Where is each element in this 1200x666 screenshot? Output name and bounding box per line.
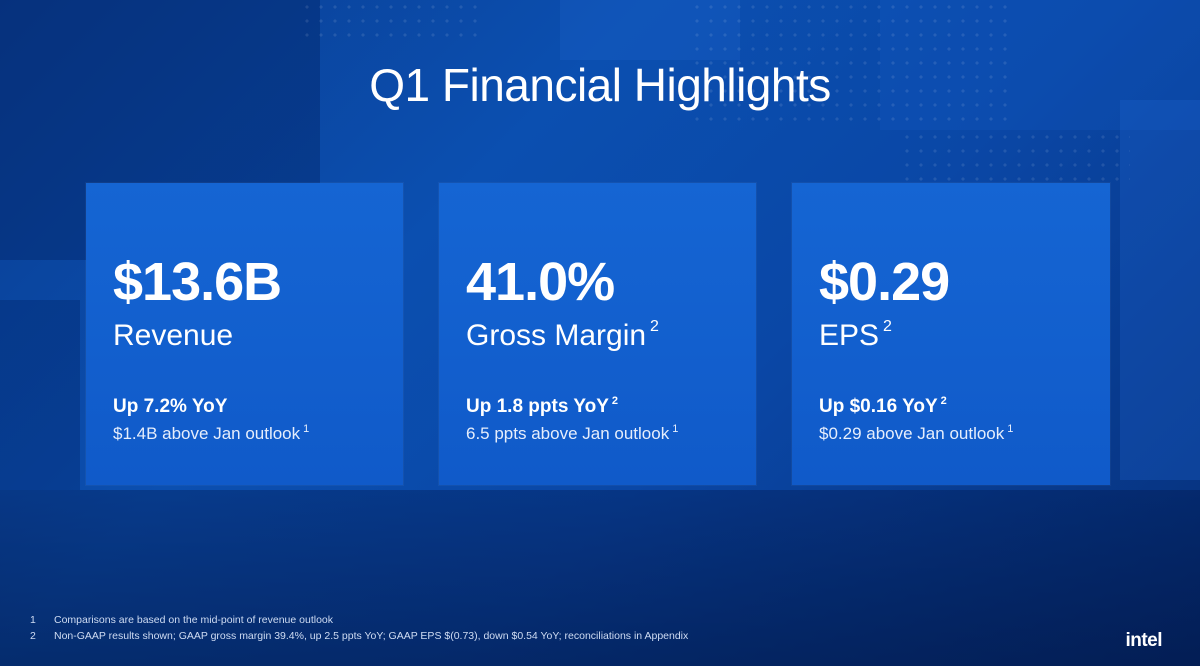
footnote-marker: 2 bbox=[611, 395, 619, 407]
metric-note: 6.5 ppts above Jan outlook 1 bbox=[466, 423, 679, 443]
footnote-number: 2 bbox=[30, 630, 36, 642]
footnote-item: 2 Non-GAAP results shown; GAAP gross mar… bbox=[30, 628, 688, 644]
metric-card-gross-margin: 41.0% Gross Margin 2 Up 1.8 ppts YoY 2 6.5… bbox=[439, 183, 756, 485]
footnote-text: Comparisons are based on the mid-point o… bbox=[54, 614, 333, 626]
metric-value: $0.29 bbox=[819, 252, 950, 312]
metric-value: 41.0% bbox=[466, 252, 615, 312]
footnote-text: Non-GAAP results shown; GAAP gross margi… bbox=[54, 630, 689, 642]
footnote-marker: 1 bbox=[672, 423, 679, 435]
metric-note: $0.29 above Jan outlook 1 bbox=[819, 423, 1014, 443]
metric-label: Revenue bbox=[113, 319, 234, 352]
footnote-marker: 2 bbox=[650, 318, 659, 335]
metric-value: $13.6B bbox=[113, 252, 282, 312]
metric-label: EPS 2 bbox=[819, 318, 892, 352]
metric-change: Up $0.16 YoY 2 bbox=[819, 395, 947, 417]
metric-label: Gross Margin 2 bbox=[466, 318, 659, 352]
metric-change: Up 1.8 ppts YoY 2 bbox=[466, 395, 619, 417]
footnote-item: 1 Comparisons are based on the mid-point… bbox=[30, 612, 688, 628]
footnotes: 1 Comparisons are based on the mid-point… bbox=[30, 612, 688, 644]
footnote-marker: 1 bbox=[303, 423, 310, 435]
metric-card-revenue: $13.6B Revenue Up 7.2% YoY $1.4B above J… bbox=[86, 183, 403, 485]
footnote-marker: 2 bbox=[940, 395, 947, 407]
metric-change: Up 7.2% YoY bbox=[113, 396, 228, 417]
footnote-marker: 2 bbox=[883, 318, 892, 335]
footnote-number: 1 bbox=[30, 614, 36, 626]
footnote-marker: 1 bbox=[1007, 423, 1014, 435]
metric-note: $1.4B above Jan outlook 1 bbox=[113, 423, 310, 443]
slide-title: Q1 Financial Highlights bbox=[369, 59, 831, 111]
metric-card-eps: $0.29 EPS 2 Up $0.16 YoY 2 $0.29 above Jan… bbox=[792, 183, 1110, 485]
intel-logo: intel bbox=[1125, 630, 1162, 651]
